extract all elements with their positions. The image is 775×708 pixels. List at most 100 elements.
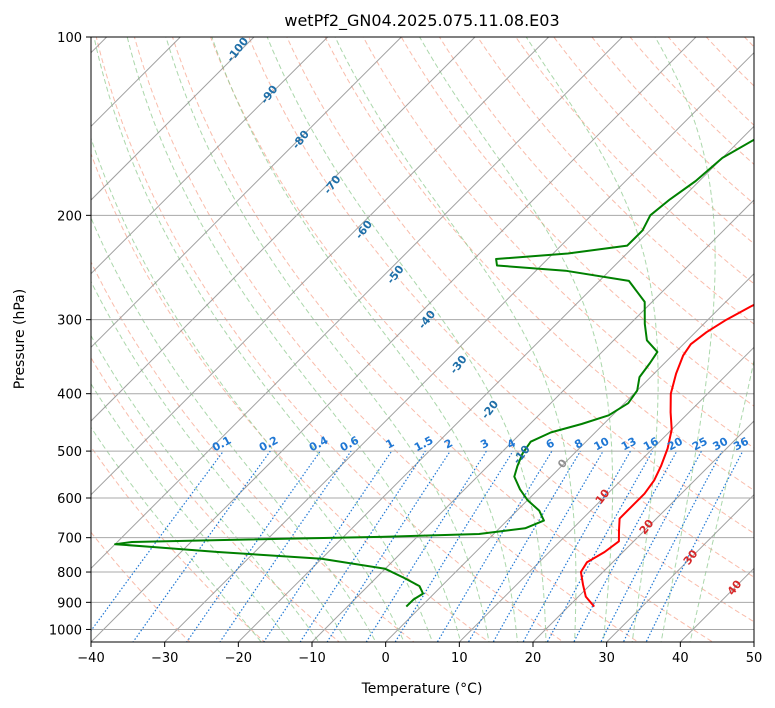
- dry-adiabat-line: [705, 37, 754, 87]
- isotherm-line: [91, 37, 623, 570]
- dry-adiabat-label: -80: [289, 128, 312, 152]
- y-tick-label: 300: [57, 314, 82, 329]
- x-tick-label: 0: [382, 651, 390, 666]
- plot-frame: [90, 36, 755, 643]
- dry-adiabat-line: [91, 531, 191, 642]
- x-tick-label: 10: [451, 651, 468, 666]
- x-tick-label: −40: [77, 651, 104, 666]
- dry-adiabat-line: [91, 446, 266, 642]
- isotherm-line: [385, 272, 754, 642]
- mixing-ratio-line: [394, 450, 514, 642]
- mixing-ratio-label: 10: [592, 435, 612, 454]
- moist-adiabat-line: [211, 37, 519, 642]
- temperature-profile-line: [579, 303, 754, 608]
- dry-adiabat-line: [286, 37, 754, 535]
- moist-adiabat-line: [91, 216, 377, 642]
- x-tick-label: 50: [746, 651, 763, 666]
- moist-adiabat-line: [689, 358, 754, 642]
- background-lines: [91, 24, 775, 654]
- background-line-labels: 0.1 0.2 0.4 0.6 1 1.5 2 3 4 6 8 10 13 16 20 25 30 36-100-…: [210, 35, 751, 598]
- mixing-ratio-label: 25: [690, 435, 710, 454]
- mixing-ratio-line: [219, 450, 352, 642]
- y-tick-label: 100: [57, 31, 82, 46]
- mixing-ratio-label: 36: [731, 435, 751, 454]
- dry-adiabat-line: [553, 37, 754, 245]
- y-axis-title: Pressure (hPa): [12, 289, 28, 389]
- mixing-ratio-line: [522, 450, 632, 642]
- isotherm-line: [91, 37, 255, 201]
- mixing-ratio-line: [326, 450, 451, 642]
- dry-adiabat-line: [91, 356, 341, 642]
- dry-adiabat-line: [667, 37, 754, 126]
- dry-adiabat-label: -20: [479, 398, 502, 422]
- isotherm-line: [91, 37, 402, 349]
- mixing-ratio-line: [365, 450, 487, 642]
- mixing-ratio-label: 3: [478, 436, 491, 451]
- mixing-ratio-line: [299, 450, 426, 642]
- y-tick-label: 700: [57, 532, 82, 547]
- moist-adiabat-line: [419, 37, 614, 642]
- mixing-ratio-line: [645, 450, 744, 642]
- moist-adiabat-line: [126, 37, 462, 642]
- dry-adiabat-line: [438, 37, 754, 366]
- isotherm-line: [164, 51, 754, 642]
- dry-adiabat-line: [362, 37, 754, 449]
- mixing-ratio-line: [492, 450, 604, 642]
- mixing-ratio-label: 4: [505, 436, 518, 451]
- mixing-ratio-line: [436, 450, 553, 642]
- isotherm-line: [606, 493, 754, 642]
- isotherm-line: [753, 641, 754, 642]
- y-tick-label: 800: [57, 566, 82, 581]
- x-tick-label: −10: [298, 651, 325, 666]
- dry-adiabat-line: [91, 260, 415, 642]
- moist-adiabat-line: [91, 136, 405, 642]
- moist-adiabat-line: [93, 37, 433, 642]
- moist-adiabat-line: [91, 426, 262, 642]
- mixing-ratio-label: 13: [619, 435, 639, 454]
- mixing-ratio-line: [91, 450, 224, 632]
- dry-adiabat-line: [743, 37, 754, 48]
- dry-adiabat-line: [171, 37, 714, 642]
- dry-adiabat-label: -70: [321, 173, 344, 197]
- y-tick-label: 200: [57, 209, 82, 224]
- mixing-ratio-line: [600, 450, 703, 642]
- chart-title: wetPf2_GN04.2025.075.11.08.E03: [284, 11, 559, 31]
- mixing-ratio-label: 30: [711, 435, 731, 454]
- mixing-ratio-label: 6: [544, 436, 557, 451]
- y-tick-label: 1000: [49, 623, 82, 638]
- dry-adiabat-line: [400, 37, 754, 407]
- dry-adiabat-line: [91, 152, 490, 642]
- mixing-ratio-line: [546, 450, 654, 642]
- y-tick-label: 600: [57, 492, 82, 507]
- dry-adiabat-label: -100: [224, 35, 251, 65]
- dry-adiabat-label: 20: [637, 517, 657, 537]
- y-tick-label: 900: [57, 596, 82, 611]
- y-tick-label: 500: [57, 445, 82, 460]
- x-tick-label: −20: [225, 651, 252, 666]
- dry-adiabat-line: [324, 37, 754, 491]
- dry-adiabat-line: [133, 37, 639, 642]
- mixing-ratio-label: 16: [641, 435, 661, 454]
- x-tick-label: 30: [598, 651, 615, 666]
- moist-adiabat-line: [654, 37, 716, 642]
- dry-adiabat-label: 10: [593, 486, 613, 506]
- dry-adiabat-line: [248, 37, 754, 578]
- profile-series: [114, 138, 754, 608]
- y-tick-label: 400: [57, 388, 82, 403]
- dry-adiabat-line: [515, 37, 754, 285]
- x-axis-title: Temperature (°C): [361, 681, 483, 697]
- dry-adiabat-line: [770, 24, 775, 654]
- mixing-ratio-label: 20: [665, 435, 685, 454]
- isotherm-line: [91, 37, 476, 422]
- moist-adiabat-line: [165, 37, 490, 642]
- moist-adiabat-line: [266, 37, 547, 642]
- moist-adiabat-line: [91, 382, 291, 642]
- x-tick-label: 20: [525, 651, 542, 666]
- dewpoint-profile-line: [114, 138, 754, 608]
- dry-adiabat-line: [591, 37, 754, 205]
- x-axis: −40 −30 −20 −10 0 10 20 30 40 50: [77, 642, 762, 666]
- mixing-ratio-label: 2: [442, 436, 455, 451]
- x-tick-label: 40: [672, 651, 689, 666]
- dry-adiabat-line: [210, 37, 754, 623]
